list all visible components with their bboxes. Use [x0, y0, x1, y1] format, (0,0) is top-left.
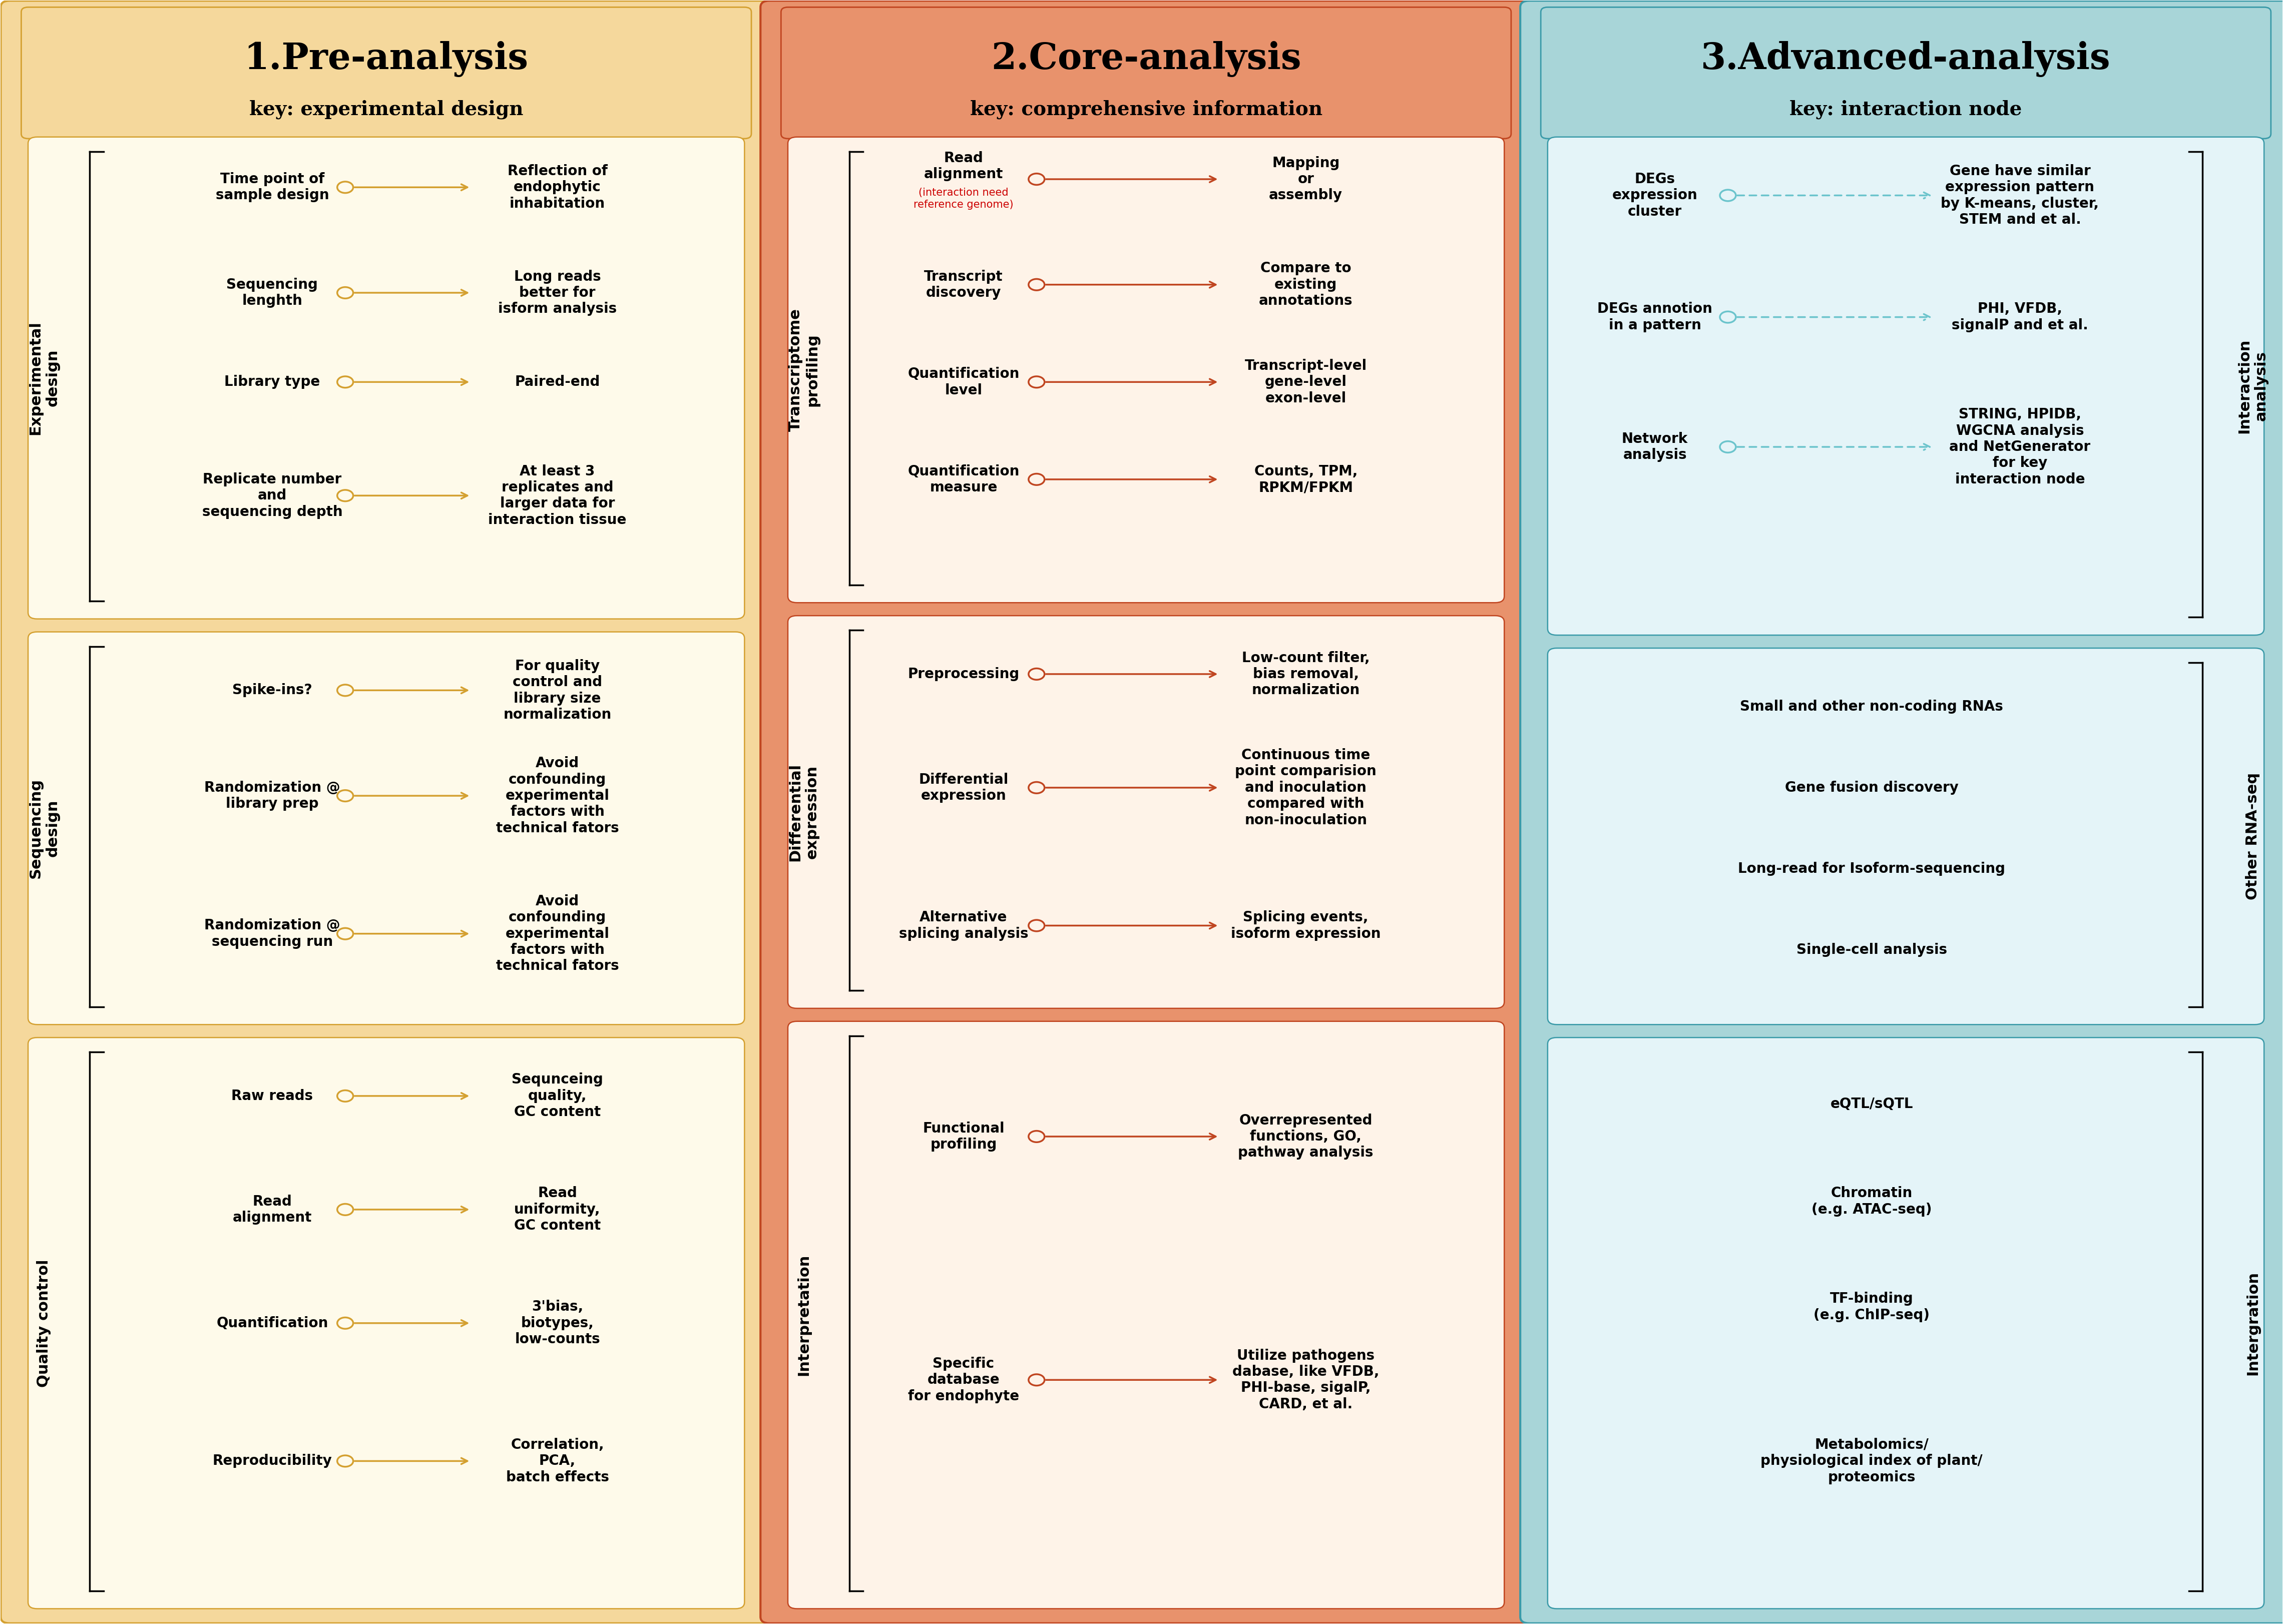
Text: Sequencing
design: Sequencing design: [27, 778, 59, 879]
FancyBboxPatch shape: [760, 0, 1532, 1624]
Text: Gene fusion discovery: Gene fusion discovery: [1785, 781, 1959, 794]
Text: Preprocessing: Preprocessing: [909, 667, 1021, 680]
Text: Transcript-level
gene-level
exon-level: Transcript-level gene-level exon-level: [1244, 359, 1368, 406]
Text: key: interaction node: key: interaction node: [1790, 99, 2023, 119]
Text: Library type: Library type: [224, 375, 320, 390]
FancyBboxPatch shape: [1541, 6, 2272, 138]
FancyBboxPatch shape: [781, 6, 1511, 138]
Text: Single-cell analysis: Single-cell analysis: [1797, 944, 1947, 957]
Text: Reproducibility: Reproducibility: [212, 1453, 331, 1468]
Text: Other RNA-seq: Other RNA-seq: [2246, 773, 2260, 900]
Text: Time point of
sample design: Time point of sample design: [215, 172, 329, 203]
Text: Differential
expression: Differential expression: [918, 773, 1009, 802]
FancyBboxPatch shape: [1548, 1038, 2265, 1609]
Text: Small and other non-coding RNAs: Small and other non-coding RNAs: [1740, 700, 2002, 713]
Text: Chromatin
(e.g. ATAC-seq): Chromatin (e.g. ATAC-seq): [1810, 1186, 1931, 1216]
FancyBboxPatch shape: [27, 632, 744, 1025]
Text: Interpretation: Interpretation: [797, 1254, 810, 1376]
Text: Correlation,
PCA,
batch effects: Correlation, PCA, batch effects: [507, 1437, 610, 1484]
Text: DEGs annotion
in a pattern: DEGs annotion in a pattern: [1598, 302, 1712, 333]
FancyBboxPatch shape: [788, 136, 1504, 603]
Text: Spike-ins?: Spike-ins?: [233, 684, 313, 697]
Text: Low-count filter,
bias removal,
normalization: Low-count filter, bias removal, normaliz…: [1242, 651, 1370, 697]
Text: Quantification
level: Quantification level: [909, 367, 1021, 398]
Text: TF-binding
(e.g. ChIP-seq): TF-binding (e.g. ChIP-seq): [1813, 1291, 1929, 1322]
FancyBboxPatch shape: [1520, 0, 2283, 1624]
Text: 2.Core-analysis: 2.Core-analysis: [991, 41, 1301, 76]
Text: Specific
database
for endophyte: Specific database for endophyte: [909, 1356, 1018, 1403]
Text: Compare to
existing
annotations: Compare to existing annotations: [1258, 261, 1354, 309]
FancyBboxPatch shape: [27, 1038, 744, 1609]
Text: Reflection of
endophytic
inhabitation: Reflection of endophytic inhabitation: [507, 164, 607, 211]
Text: Mapping
or
assembly: Mapping or assembly: [1269, 156, 1342, 203]
Text: 3.Advanced-analysis: 3.Advanced-analysis: [1701, 41, 2112, 76]
Text: PHI, VFDB,
signalP and et al.: PHI, VFDB, signalP and et al.: [1952, 302, 2089, 333]
FancyBboxPatch shape: [788, 1021, 1504, 1609]
Text: Read
alignment: Read alignment: [925, 151, 1002, 182]
Text: Intergration: Intergration: [2246, 1272, 2260, 1376]
Text: Randomization @
library prep: Randomization @ library prep: [203, 781, 340, 810]
Text: Metabolomics/
physiological index of plant/
proteomics: Metabolomics/ physiological index of pla…: [1760, 1437, 1982, 1484]
FancyBboxPatch shape: [1548, 136, 2265, 635]
Text: Alternative
splicing analysis: Alternative splicing analysis: [900, 911, 1027, 940]
Text: Replicate number
and
sequencing depth: Replicate number and sequencing depth: [201, 473, 342, 518]
Text: Sequencing
lenghth: Sequencing lenghth: [226, 278, 317, 309]
Text: 1.Pre-analysis: 1.Pre-analysis: [244, 41, 527, 76]
Text: Randomization @
sequencing run: Randomization @ sequencing run: [203, 919, 340, 948]
FancyBboxPatch shape: [1548, 648, 2265, 1025]
Text: Interaction
analysis: Interaction analysis: [2237, 339, 2269, 434]
Text: eQTL/sQTL: eQTL/sQTL: [1831, 1098, 1913, 1111]
Text: Experimental
design: Experimental design: [27, 322, 59, 435]
Text: Transcript
discovery: Transcript discovery: [925, 270, 1002, 300]
Text: Transcriptome
profiling: Transcriptome profiling: [788, 309, 820, 432]
Text: Quantification
measure: Quantification measure: [909, 464, 1021, 494]
Text: 3'bias,
biotypes,
low-counts: 3'bias, biotypes, low-counts: [514, 1299, 600, 1346]
Text: Avoid
confounding
experimental
factors with
technical fators: Avoid confounding experimental factors w…: [495, 895, 619, 973]
Text: Network
analysis: Network analysis: [1621, 432, 1687, 461]
Text: Overrepresented
functions, GO,
pathway analysis: Overrepresented functions, GO, pathway a…: [1237, 1114, 1374, 1160]
Text: For quality
control and
library size
normalization: For quality control and library size nor…: [502, 659, 612, 721]
Text: key: comprehensive information: key: comprehensive information: [970, 99, 1322, 119]
Text: STRING, HPIDB,
WGCNA analysis
and NetGenerator
for key
interaction node: STRING, HPIDB, WGCNA analysis and NetGen…: [1950, 408, 2091, 486]
Text: Functional
profiling: Functional profiling: [922, 1122, 1005, 1151]
FancyBboxPatch shape: [27, 136, 744, 619]
Text: key: experimental design: key: experimental design: [249, 99, 523, 119]
Text: Gene have similar
expression pattern
by K-means, cluster,
STEM and et al.: Gene have similar expression pattern by …: [1941, 164, 2098, 227]
FancyBboxPatch shape: [21, 6, 751, 138]
Text: Sequnceing
quality,
GC content: Sequnceing quality, GC content: [511, 1073, 603, 1119]
Text: Long-read for Isoform-sequencing: Long-read for Isoform-sequencing: [1737, 862, 2004, 875]
Text: Long reads
better for
isform analysis: Long reads better for isform analysis: [498, 270, 616, 317]
Text: (interaction need
reference genome): (interaction need reference genome): [913, 188, 1014, 209]
Text: Read
alignment: Read alignment: [233, 1194, 313, 1224]
FancyBboxPatch shape: [0, 0, 772, 1624]
Text: Quantification: Quantification: [217, 1315, 329, 1330]
Text: DEGs
expression
cluster: DEGs expression cluster: [1612, 172, 1699, 219]
Text: Raw reads: Raw reads: [231, 1090, 313, 1103]
Text: Utilize pathogens
dabase, like VFDB,
PHI-base, sigalP,
CARD, et al.: Utilize pathogens dabase, like VFDB, PHI…: [1233, 1348, 1379, 1411]
Text: Quality control: Quality control: [37, 1259, 50, 1387]
FancyBboxPatch shape: [788, 615, 1504, 1009]
Text: At least 3
replicates and
larger data for
interaction tissue: At least 3 replicates and larger data fo…: [489, 464, 626, 526]
Text: Differential
expression: Differential expression: [788, 763, 820, 861]
Text: Read
uniformity,
GC content: Read uniformity, GC content: [514, 1186, 600, 1233]
Text: Counts, TPM,
RPKM/FPKM: Counts, TPM, RPKM/FPKM: [1253, 464, 1358, 494]
Text: Avoid
confounding
experimental
factors with
technical fators: Avoid confounding experimental factors w…: [495, 757, 619, 835]
Text: Splicing events,
isoform expression: Splicing events, isoform expression: [1231, 911, 1381, 940]
Text: Continuous time
point comparision
and inoculation
compared with
non-inoculation: Continuous time point comparision and in…: [1235, 749, 1377, 827]
Text: Paired-end: Paired-end: [514, 375, 600, 390]
